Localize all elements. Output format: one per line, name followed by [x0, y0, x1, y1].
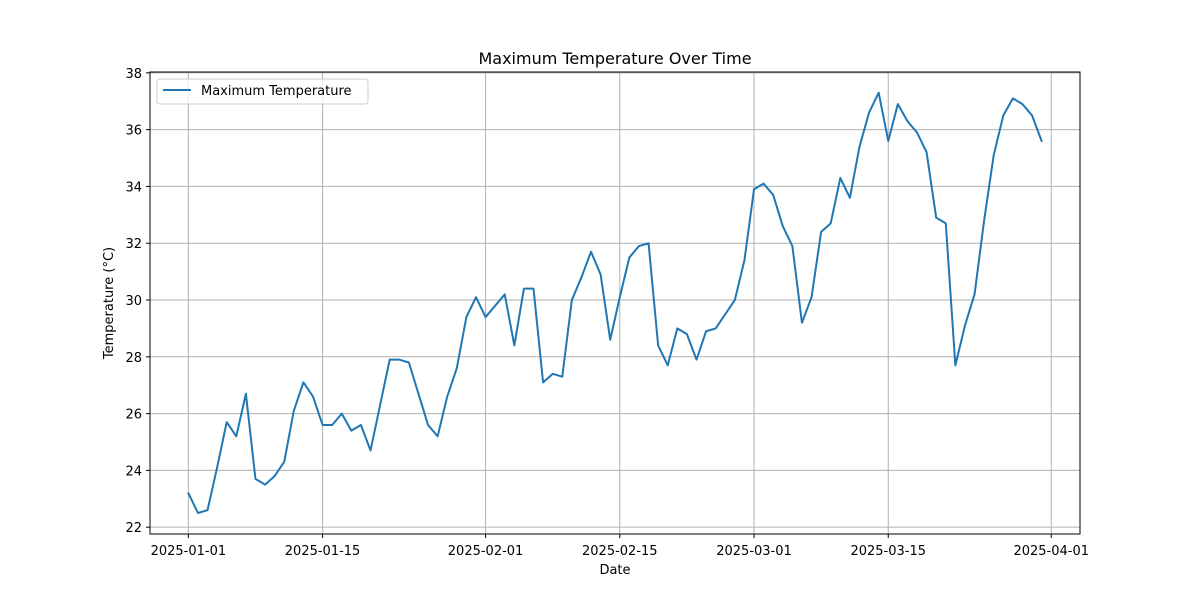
plot-frame	[149, 71, 1081, 535]
y-tick-label: 34	[125, 180, 142, 195]
x-tick-label: 2025-01-15	[285, 544, 361, 559]
y-tick-label: 24	[125, 464, 142, 479]
x-tick-label: 2025-02-01	[448, 544, 524, 559]
y-tick-label: 38	[125, 67, 142, 82]
legend: Maximum Temperature	[156, 78, 369, 105]
y-tick-label: 36	[125, 124, 142, 139]
x-tick-label: 2025-03-15	[850, 544, 926, 559]
y-tick-label: 26	[125, 408, 142, 423]
y-tick-label: 32	[125, 237, 142, 252]
y-tick-label: 30	[125, 294, 142, 309]
legend-label: Maximum Temperature	[201, 84, 352, 99]
legend-box	[156, 78, 369, 105]
y-tick-label: 28	[125, 351, 142, 366]
series-layer	[187, 91, 1043, 514]
x-tick-label: 2025-01-01	[151, 544, 227, 559]
x-axis: 2025-01-01 2025-01-15 2025-02-01 2025-02-15…	[151, 534, 1089, 559]
x-tick-label: 2025-03-01	[716, 544, 792, 559]
y-axis-label: Temperature (°C)	[102, 247, 117, 360]
x-tick-label: 2025-02-15	[582, 544, 658, 559]
series-line-max-temperature	[187, 91, 1043, 514]
grid-lines	[150, 72, 1080, 534]
y-axis: 22 24 26 28 30 32 34 36 38	[125, 67, 150, 536]
chart-title: Maximum Temperature Over Time	[478, 49, 751, 68]
y-tick-label: 22	[125, 521, 142, 536]
x-axis-label: Date	[599, 563, 630, 578]
x-tick-label: 2025-04-01	[1013, 544, 1089, 559]
